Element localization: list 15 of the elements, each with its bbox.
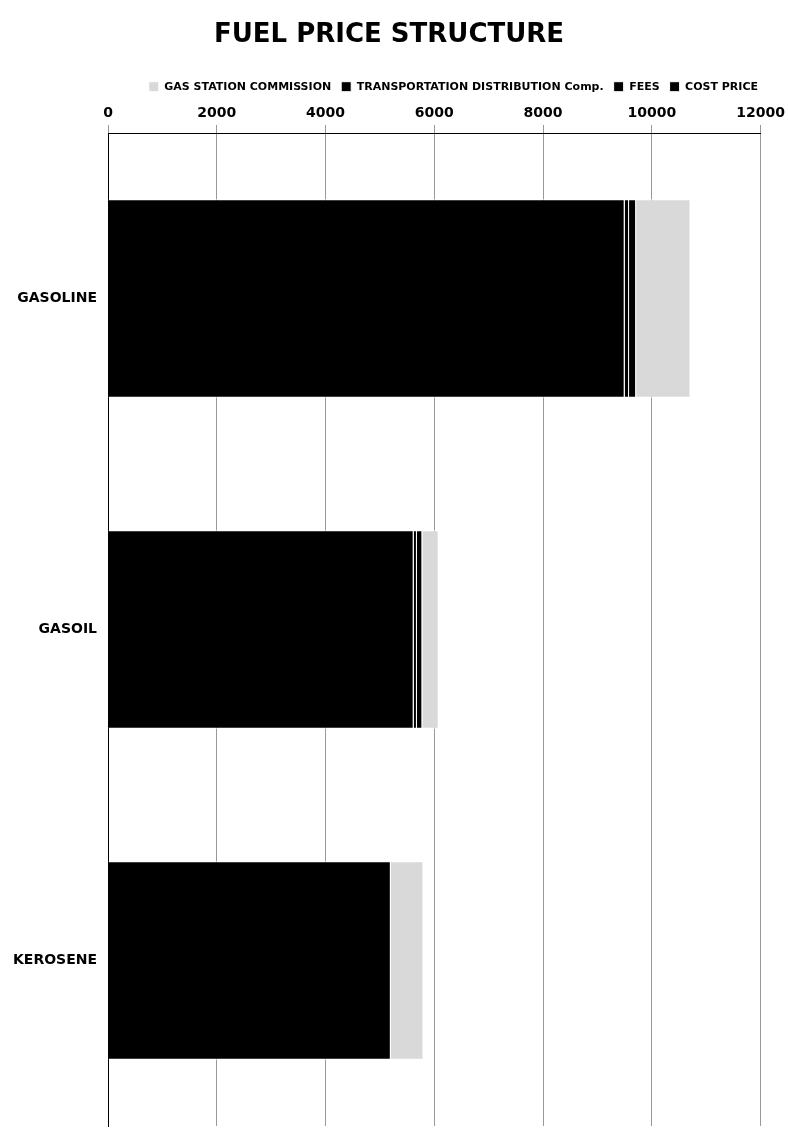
x-tick-label: 4000 <box>306 104 346 121</box>
x-tick-label: 12000 <box>736 104 786 121</box>
x-tick-label: 10000 <box>627 104 677 121</box>
x-tick-label: 8000 <box>523 104 563 121</box>
x-tick-label: 0 <box>103 104 114 121</box>
x-tick-label: 6000 <box>414 104 455 121</box>
y-tick-label: GASOIL <box>38 620 98 637</box>
x-tick-label: 2000 <box>197 104 237 121</box>
legend-label: TRANSPORTATION DISTRIBUTION Comp. <box>356 79 604 93</box>
chart-title: FUEL PRICE STRUCTURE <box>213 18 565 49</box>
y-tick-label: KEROSENE <box>12 951 98 968</box>
legend-label: GAS STATION COMMISSION <box>164 79 332 93</box>
y-tick-label: GASOLINE <box>17 289 98 306</box>
legend-label: COST PRICE <box>685 79 759 93</box>
legend-label: FEES <box>629 79 660 93</box>
